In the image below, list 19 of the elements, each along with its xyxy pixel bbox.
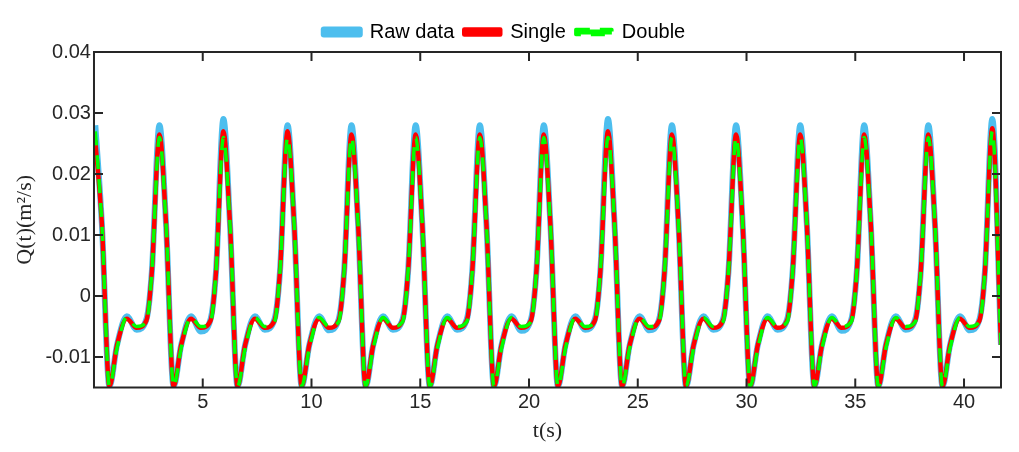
x-tick-label: 20 bbox=[517, 390, 541, 413]
y-tick-label: 0.02 bbox=[52, 161, 91, 184]
x-tick-label: 35 bbox=[844, 390, 867, 413]
y-tick-label: 0.03 bbox=[52, 100, 91, 123]
x-axis-title: t(s) bbox=[532, 416, 563, 442]
x-tick-label: 15 bbox=[409, 390, 432, 413]
legend-label: Double bbox=[621, 19, 686, 42]
x-tick-label: 5 bbox=[197, 390, 209, 413]
legend-label: Raw data bbox=[369, 19, 456, 42]
legend-label: Single bbox=[510, 19, 566, 42]
x-tick-label: 10 bbox=[300, 390, 323, 413]
x-tick-label: 40 bbox=[952, 390, 976, 413]
y-tick-label: -0.01 bbox=[45, 344, 91, 367]
y-axis-title: Q(t)(m²/s) bbox=[10, 174, 36, 265]
y-tick-label: 0 bbox=[79, 283, 91, 306]
y-tick-label: 0.04 bbox=[52, 39, 91, 62]
x-tick-label: 25 bbox=[626, 390, 649, 413]
x-tick-label: 30 bbox=[735, 390, 758, 413]
y-tick-label: 0.01 bbox=[52, 222, 91, 245]
